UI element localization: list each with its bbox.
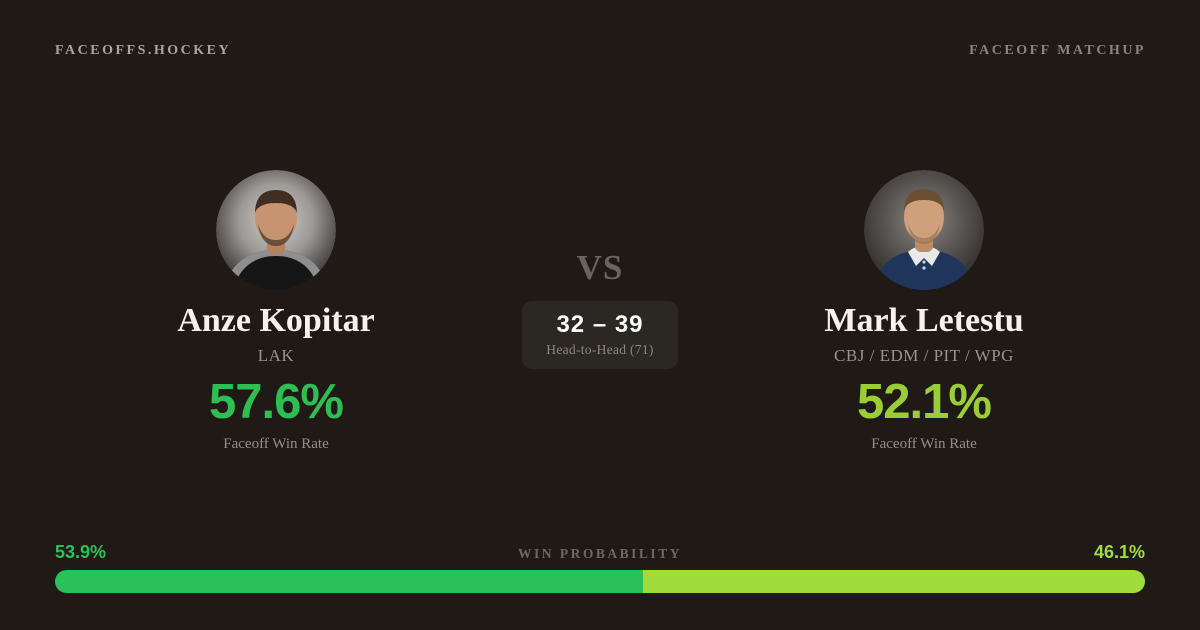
head-to-head-label: Head-to-Head (71): [546, 341, 654, 357]
matchup-center: VS 32 – 39 Head-to-Head (71): [480, 250, 720, 369]
win-probability-right-value: 46.1%: [1093, 542, 1145, 562]
player-left-win-rate: 57.6%: [209, 374, 344, 429]
player-right-teams: CBJ / EDM / PIT / WPG: [834, 345, 1014, 365]
win-bar-right-segment: [642, 570, 1145, 593]
page-label: FACEOFF MATCHUP: [969, 43, 1146, 58]
win-probability-left-value: 53.9%: [55, 542, 107, 562]
player-right-headshot: [864, 170, 984, 290]
player-right-win-rate: 52.1%: [857, 374, 992, 429]
win-bar-left-segment: [55, 570, 643, 593]
player-left-win-rate-label: Faceoff Win Rate: [223, 435, 329, 452]
win-probability-title: WIN PROBABILITY: [518, 546, 682, 561]
win-probability-bar: [55, 570, 1145, 593]
player-left-name: Anze Kopitar: [177, 302, 375, 339]
player-right-name: Mark Letestu: [824, 302, 1024, 339]
player-card-right: Mark Letestu CBJ / EDM / PIT / WPG 52.1%…: [704, 170, 1144, 453]
player-left-teams: LAK: [257, 345, 295, 365]
player-left-headshot: [216, 170, 336, 290]
vs-label: VS: [576, 248, 624, 287]
player-right-win-rate-label: Faceoff Win Rate: [871, 435, 977, 452]
head-to-head-score: 32 – 39: [556, 311, 644, 338]
brand-wordmark: FACEOFFS.HOCKEY: [55, 43, 232, 58]
player-card-left: Anze Kopitar LAK 57.6% Faceoff Win Rate: [56, 170, 496, 453]
head-to-head-box: 32 – 39 Head-to-Head (71): [522, 301, 678, 369]
